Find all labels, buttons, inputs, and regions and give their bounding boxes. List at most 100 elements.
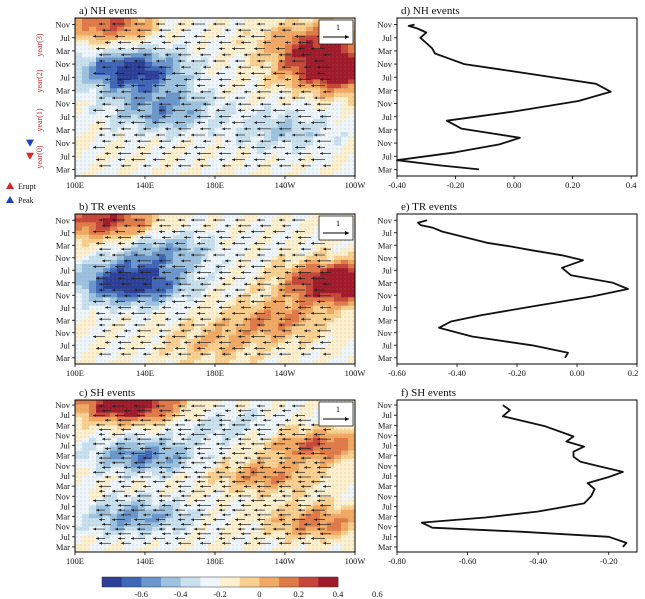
wind-vector-head <box>203 139 206 143</box>
heatmap-panels: 1 a) NH events Nov Jul Mar Nov Jul Mar Nov Jul Mar… <box>26 5 365 566</box>
wind-vector-head <box>203 224 206 228</box>
wind-vector-head <box>162 341 165 344</box>
wind-vector-head <box>244 90 247 94</box>
wind-vector-head <box>244 247 247 251</box>
wind-vector-head <box>143 127 146 131</box>
wind-vector-head <box>105 41 108 44</box>
wind-vector-head <box>181 28 184 32</box>
wind-vector-head <box>112 218 115 222</box>
wind-vector-head <box>200 282 203 286</box>
wind-vector-head <box>156 133 159 137</box>
wind-vector-head <box>317 102 320 106</box>
y-tick-label: Jul <box>60 72 71 82</box>
wind-vector-head <box>162 236 165 239</box>
wind-vector-head <box>156 288 159 292</box>
year-label: year(0) <box>35 145 44 168</box>
wind-vector-head <box>323 53 326 57</box>
wind-vector-head <box>219 152 222 155</box>
wind-vector-head <box>121 352 124 356</box>
wind-vector-head <box>162 271 165 274</box>
wind-vector-head <box>178 22 181 26</box>
wind-vector-head <box>304 329 307 333</box>
wind-vector-head <box>137 145 140 149</box>
wind-vector-head <box>175 47 178 51</box>
x-tick-label: 100W <box>345 368 366 378</box>
wind-vector-head <box>235 22 238 26</box>
wind-vector-head <box>118 341 121 344</box>
wind-vector-head <box>178 247 181 251</box>
wind-vector-head <box>137 108 140 112</box>
wind-vector-head <box>159 71 162 75</box>
wind-vector-head <box>121 317 124 321</box>
reference-vector-box <box>318 19 354 45</box>
wind-vector-head <box>194 71 197 75</box>
wind-vector-head <box>153 241 156 245</box>
wind-vector-head <box>317 145 320 149</box>
wind-vector-head <box>93 34 96 38</box>
y-tick-label: Mar <box>56 278 70 288</box>
wind-vector-head <box>257 247 260 251</box>
wind-vector-head <box>320 341 323 344</box>
wind-vector-head <box>105 271 108 274</box>
wind-vector-head <box>102 259 105 263</box>
wind-vector-head <box>99 323 102 327</box>
wind-vector-head <box>282 28 285 32</box>
wind-vector-head <box>317 108 320 112</box>
legend-label: Peak <box>18 196 34 205</box>
wind-vector-head <box>165 317 168 321</box>
wind-vector-head <box>238 335 241 339</box>
wind-vector-head <box>159 300 162 304</box>
wind-vector-head <box>197 241 200 245</box>
wind-vector-head <box>317 71 320 75</box>
wind-vector-head <box>159 329 162 333</box>
wind-vector-head <box>285 271 288 274</box>
wind-vector-head <box>244 127 247 131</box>
y-tick-label: Nov <box>55 215 70 225</box>
wind-vector-head <box>172 300 175 304</box>
wind-vector-head <box>263 152 266 155</box>
wind-vector-head <box>137 329 140 333</box>
wind-vector-head <box>118 306 121 309</box>
wind-vector-head <box>298 121 301 125</box>
wind-vector-head <box>137 259 140 263</box>
wind-vector-head <box>285 41 288 44</box>
peak-legend-icon <box>6 196 14 203</box>
wind-vector-head <box>143 317 146 321</box>
wind-vector-head <box>191 133 194 137</box>
wind-vector-head <box>219 241 222 245</box>
wind-vector-head <box>184 152 187 155</box>
wind-vector-head <box>159 294 162 298</box>
wind-vector-head <box>131 276 134 280</box>
wind-vector-head <box>165 282 168 286</box>
wind-vector-head <box>178 127 181 131</box>
wind-vector-head <box>295 34 298 38</box>
wind-vector-head <box>238 34 241 38</box>
wind-vector-head <box>137 102 140 106</box>
wind-vector-head <box>134 96 137 100</box>
wind-vector-head <box>238 102 241 106</box>
wind-vector-head <box>184 271 187 274</box>
wind-vector-head <box>282 139 285 143</box>
wind-vector-head <box>301 282 304 286</box>
wind-vector-head <box>323 352 326 356</box>
wind-vector-head <box>153 311 156 315</box>
wind-vector-head <box>200 53 203 57</box>
wind-vector-head <box>276 276 279 280</box>
wind-vector-head <box>99 218 102 222</box>
y-tick-label: Nov <box>55 20 70 30</box>
wind-vector-head <box>172 335 175 339</box>
wind-vector-head <box>273 335 276 339</box>
wind-vector-head <box>137 65 140 69</box>
wind-vector-head <box>197 341 200 344</box>
wind-vector-head <box>143 352 146 356</box>
wind-vector-head <box>96 158 99 162</box>
wind-vector-head <box>323 282 326 286</box>
wind-vector-head <box>213 96 216 100</box>
wind-vector-head <box>131 84 134 88</box>
wind-vector-head <box>159 28 162 32</box>
wind-vector-head <box>320 306 323 309</box>
wind-vector-head <box>165 352 168 356</box>
wind-vector-head <box>276 121 279 125</box>
wind-vector-head <box>99 288 102 292</box>
wind-vector-head <box>102 102 105 106</box>
